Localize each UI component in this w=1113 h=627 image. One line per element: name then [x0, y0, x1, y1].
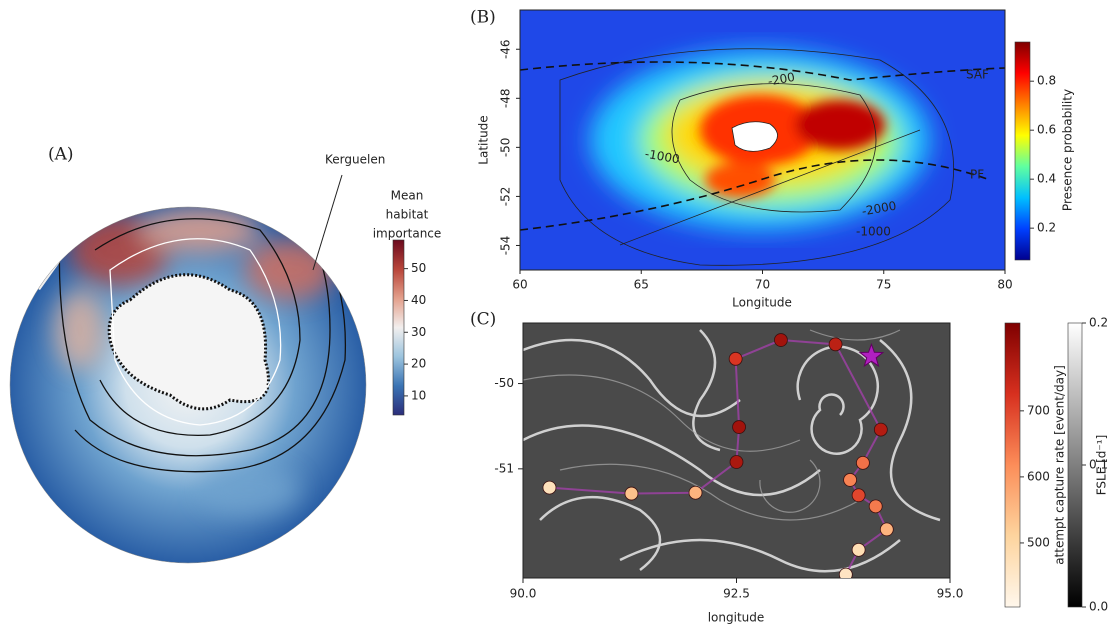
x-axis-label: Longitude [732, 296, 792, 310]
colorbar-tick-label: 50 [411, 261, 426, 275]
point [543, 481, 556, 494]
colorbar-label: Mean [391, 189, 424, 203]
annotation: Kerguelen [325, 153, 385, 167]
panel-label: (C) [470, 310, 496, 330]
panel-label: (B) [470, 8, 496, 28]
y-tick-label: -52 [499, 187, 513, 207]
annotation-pointer [313, 175, 342, 270]
y-axis-label: Latitude [477, 115, 491, 164]
annotation: -1000 [856, 225, 891, 239]
point [852, 543, 865, 556]
colorbar [393, 240, 404, 415]
point [852, 489, 865, 502]
map-a [10, 181, 366, 563]
x-tick-label: 70 [755, 278, 770, 292]
colorbar-label: Presence probability [1061, 89, 1075, 211]
colorbar-tick-label: 0.4 [1037, 172, 1056, 186]
x-tick-label: 80 [997, 278, 1012, 292]
colorbar-tick-label: 10 [411, 388, 426, 402]
colorbar-tick-label: 20 [411, 357, 426, 371]
y-tick-label: -48 [499, 88, 513, 108]
colorbar-tick-label: 700 [1027, 403, 1050, 417]
colorbar-label: importance [373, 227, 442, 241]
x-tick-label: 92.5 [723, 587, 750, 601]
colorbar-tick-label: 30 [411, 325, 426, 339]
y-tick-label: -46 [499, 39, 513, 59]
colorbar [1068, 323, 1082, 607]
point [729, 352, 742, 365]
x-tick-label: 90.0 [510, 587, 537, 601]
point [689, 486, 702, 499]
colorbar-label: habitat [386, 208, 429, 222]
colorbar-tick-label: 40 [411, 293, 426, 307]
colorbar-tick-label: 0.2 [1037, 221, 1056, 235]
point [856, 456, 869, 469]
colorbar-tick-label: 0.6 [1037, 123, 1056, 137]
x-tick-label: 65 [634, 278, 649, 292]
colorbar-tick-label: 0.8 [1037, 74, 1056, 88]
x-axis-label: longitude [708, 611, 765, 625]
y-tick-label: -51 [494, 461, 514, 475]
x-tick-label: 95.0 [937, 587, 964, 601]
point [829, 338, 842, 351]
colorbar-tick-label: 0.2 [1089, 316, 1108, 330]
colorbar-tick-label: 0.0 [1089, 600, 1108, 614]
point [839, 568, 852, 581]
y-tick-label: -54 [499, 236, 513, 256]
point [625, 487, 638, 500]
point [733, 421, 746, 434]
x-tick-label: 60 [512, 278, 527, 292]
colorbar-tick-label: 500 [1027, 535, 1050, 549]
panel-label: (A) [48, 145, 74, 165]
y-tick-label: -50 [494, 376, 514, 390]
annotation: SAF [966, 68, 989, 82]
colorbar-label: FSLE [d⁻¹] [1095, 435, 1109, 496]
colorbar [1005, 323, 1020, 607]
y-tick-label: -50 [499, 138, 513, 158]
point [869, 500, 882, 513]
point [874, 423, 887, 436]
colorbar-label: attempt capture rate [event/day] [1053, 365, 1067, 565]
colorbar [1015, 42, 1030, 260]
heatmap-b [520, 10, 1005, 270]
point [844, 473, 857, 486]
colorbar-tick-label: 600 [1027, 469, 1050, 483]
point [774, 334, 787, 347]
point [880, 523, 893, 536]
x-tick-label: 75 [876, 278, 891, 292]
figure: (A) Kerguelen 10 20 30 40 50 Mean habitat importa… [0, 0, 1113, 627]
point [730, 456, 743, 469]
annotation: PF [970, 168, 984, 182]
